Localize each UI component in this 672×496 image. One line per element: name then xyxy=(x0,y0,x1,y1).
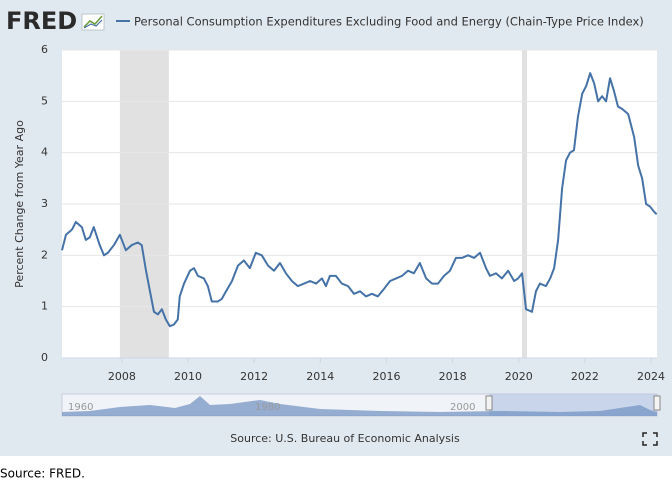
navigator-area xyxy=(62,396,657,416)
fullscreen-icon[interactable] xyxy=(642,432,658,446)
navigator-label: 1980 xyxy=(255,402,280,413)
y-tick-label: 6 xyxy=(41,43,48,56)
x-tick-label: 2014 xyxy=(306,370,334,383)
x-tick-label: 2012 xyxy=(240,370,268,383)
footer: Source: FRED. xyxy=(0,467,85,481)
x-tick-label: 2022 xyxy=(571,370,599,383)
legend-entry: Personal Consumption Expenditures Exclud… xyxy=(134,15,644,29)
navigator-label: 1960 xyxy=(68,402,93,413)
y-tick-label: 0 xyxy=(41,351,48,364)
source: Source: U.S. Bureau of Economic Analysis xyxy=(230,432,460,445)
y-axis-label: Percent Change from Year Ago xyxy=(13,120,26,288)
y-tick-label: 1 xyxy=(41,300,48,313)
x-tick-label: 2010 xyxy=(174,370,202,383)
navigator-handle[interactable] xyxy=(653,395,661,411)
y-tick-label: 4 xyxy=(41,146,48,159)
y-tick-label: 2 xyxy=(41,248,48,261)
x-tick-label: 2024 xyxy=(637,370,665,383)
navigator xyxy=(61,393,661,417)
x-tick-label: 2008 xyxy=(108,370,136,383)
x-tick-label: 2020 xyxy=(505,370,533,383)
series-line xyxy=(61,72,658,328)
y-tick-label: 3 xyxy=(41,197,48,210)
y-tick-label: 5 xyxy=(41,94,48,107)
navigator-handle[interactable] xyxy=(485,395,493,411)
logo-icon xyxy=(81,13,105,31)
logo: FRED xyxy=(6,7,77,35)
navigator-label: 2000 xyxy=(450,402,475,413)
x-tick-label: 2018 xyxy=(439,370,467,383)
x-tick-label: 2016 xyxy=(372,370,400,383)
